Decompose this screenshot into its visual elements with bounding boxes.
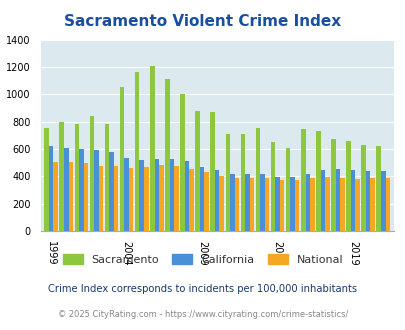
Bar xyxy=(210,112,214,231)
Bar xyxy=(83,163,88,231)
Bar xyxy=(275,177,279,231)
Bar xyxy=(119,87,124,231)
Bar xyxy=(139,160,144,231)
Bar xyxy=(285,148,290,231)
Bar xyxy=(365,171,369,231)
Bar xyxy=(68,162,73,231)
Bar xyxy=(44,128,49,231)
Bar xyxy=(260,174,264,231)
Bar xyxy=(234,178,239,231)
Bar xyxy=(90,116,94,231)
Text: Sacramento Violent Crime Index: Sacramento Violent Crime Index xyxy=(64,14,341,29)
Bar xyxy=(79,149,83,231)
Bar xyxy=(360,145,365,231)
Bar xyxy=(339,178,344,231)
Bar xyxy=(225,134,230,231)
Bar xyxy=(169,158,174,231)
Bar xyxy=(369,178,374,231)
Bar xyxy=(184,161,189,231)
Bar xyxy=(124,158,129,231)
Bar xyxy=(134,72,139,231)
Text: © 2025 CityRating.com - https://www.cityrating.com/crime-statistics/: © 2025 CityRating.com - https://www.city… xyxy=(58,310,347,319)
Bar xyxy=(255,128,260,231)
Bar xyxy=(245,174,249,231)
Bar xyxy=(53,162,58,231)
Bar xyxy=(270,142,275,231)
Bar xyxy=(305,174,309,231)
Bar xyxy=(290,177,294,231)
Text: Crime Index corresponds to incidents per 100,000 inhabitants: Crime Index corresponds to incidents per… xyxy=(48,284,357,294)
Bar xyxy=(204,172,209,231)
Bar xyxy=(104,124,109,231)
Bar xyxy=(330,139,335,231)
Bar xyxy=(180,94,184,231)
Bar xyxy=(165,79,169,231)
Bar xyxy=(195,111,199,231)
Bar xyxy=(199,167,204,231)
Bar xyxy=(294,180,299,231)
Bar xyxy=(144,167,148,231)
Bar xyxy=(230,174,234,231)
Bar xyxy=(324,177,329,231)
Bar xyxy=(150,66,154,231)
Bar xyxy=(249,178,254,231)
Bar xyxy=(129,168,133,231)
Bar xyxy=(75,124,79,231)
Bar xyxy=(214,170,219,231)
Bar xyxy=(300,129,305,231)
Bar xyxy=(94,150,98,231)
Bar xyxy=(189,169,193,231)
Bar xyxy=(380,171,385,231)
Bar xyxy=(64,148,68,231)
Bar xyxy=(279,180,283,231)
Bar xyxy=(159,165,163,231)
Bar xyxy=(345,142,350,231)
Bar xyxy=(98,166,103,231)
Bar xyxy=(59,122,64,231)
Bar xyxy=(335,170,339,231)
Bar xyxy=(240,134,245,231)
Bar xyxy=(109,152,113,231)
Bar xyxy=(309,178,314,231)
Bar xyxy=(264,178,269,231)
Bar xyxy=(315,131,320,231)
Bar xyxy=(375,146,380,231)
Bar xyxy=(350,170,354,231)
Bar xyxy=(154,159,159,231)
Bar xyxy=(49,146,53,231)
Bar xyxy=(354,179,359,231)
Bar xyxy=(113,166,118,231)
Legend: Sacramento, California, National: Sacramento, California, National xyxy=(58,250,347,269)
Bar xyxy=(174,166,178,231)
Bar xyxy=(219,176,224,231)
Bar xyxy=(385,178,389,231)
Bar xyxy=(320,170,324,231)
